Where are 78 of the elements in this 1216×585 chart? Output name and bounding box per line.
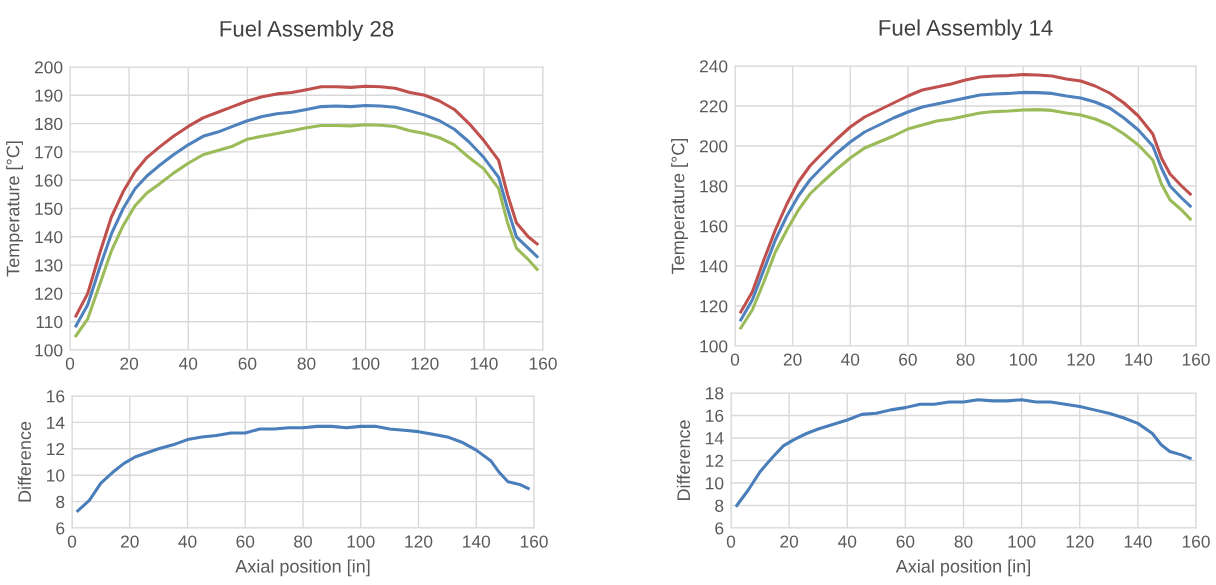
x-tick-label: 60: [236, 535, 255, 548]
y-tick-label: 130: [35, 259, 63, 272]
y-tick-label: 160: [35, 174, 63, 187]
y-tick-label: 180: [35, 117, 63, 131]
x-tick-label: 100: [1009, 353, 1037, 366]
x-tick-label: 80: [297, 357, 316, 370]
y-tick-label: 16: [47, 390, 65, 403]
y-tick-label: 6: [715, 522, 724, 535]
y-tick-label: 140: [35, 230, 63, 244]
y-tick-label: 10: [47, 469, 65, 482]
y-axis-title: Temperature [°C]: [671, 138, 688, 274]
y-tick-label: 200: [34, 61, 63, 74]
y-tick-label: 240: [699, 60, 728, 73]
y-axis-title: Temperature [°C]: [6, 141, 23, 277]
y-tick-label: 120: [35, 287, 63, 300]
x-tick-label: 40: [837, 535, 857, 548]
x-tick-label: 60: [896, 535, 915, 548]
y-tick-label: 190: [35, 89, 63, 102]
x-tick-label: 20: [783, 353, 802, 366]
chart-title: Fuel Assembly 14: [879, 19, 1053, 41]
line-series: [76, 424, 530, 513]
x-tick-label: 140: [470, 357, 498, 370]
y-tick-label: 16: [706, 409, 724, 422]
x-axis-title: Axial position [in]: [895, 559, 1030, 577]
line-series: [735, 398, 1192, 508]
x-tick-label: 80: [294, 535, 312, 548]
x-tick-label: 120: [1066, 535, 1094, 548]
y-tick-label: 200: [699, 140, 728, 153]
x-tick-label: 40: [840, 353, 860, 366]
y-tick-label: 120: [700, 300, 728, 313]
y-axis-title: Difference: [17, 421, 32, 502]
y-tick-label: 12: [47, 442, 65, 456]
x-tick-label: 0: [730, 353, 740, 366]
y-tick-label: 12: [706, 454, 724, 467]
x-tick-label: 160: [520, 535, 548, 548]
x-tick-label: 0: [67, 535, 77, 548]
x-tick-label: 160: [529, 357, 557, 370]
y-tick-label: 14: [706, 432, 724, 445]
y-tick-label: 170: [35, 146, 63, 159]
x-tick-label: 140: [1124, 535, 1152, 548]
x-tick-label: 160: [1182, 535, 1210, 548]
chart-title: Fuel Assembly 28: [220, 20, 394, 42]
x-tick-label: 20: [120, 535, 139, 548]
x-tick-label: 120: [1067, 353, 1095, 366]
x-tick-label: 40: [178, 535, 197, 548]
y-tick-label: 220: [699, 100, 728, 113]
x-tick-label: 140: [463, 535, 491, 548]
y-tick-label: 100: [700, 340, 728, 353]
x-tick-label: 100: [347, 535, 375, 548]
y-tick-label: 10: [706, 477, 724, 490]
x-tick-label: 20: [780, 535, 799, 548]
y-tick-label: 6: [56, 522, 65, 535]
x-tick-label: 160: [1182, 353, 1210, 366]
x-tick-label: 0: [726, 535, 736, 548]
x-tick-label: 100: [1008, 535, 1036, 548]
x-tick-label: 20: [120, 357, 139, 370]
x-tick-label: 60: [238, 357, 257, 370]
y-tick-label: 18: [706, 387, 724, 400]
y-tick-label: 8: [715, 499, 724, 512]
y-tick-label: 160: [700, 220, 728, 233]
x-tick-label: 80: [956, 353, 975, 366]
x-tick-label: 0: [65, 357, 75, 370]
y-tick-label: 110: [36, 315, 63, 329]
x-axis-title: Axial position [in]: [235, 559, 370, 577]
y-tick-label: 140: [700, 260, 728, 273]
x-tick-label: 40: [178, 357, 198, 370]
y-axis-title: Difference: [676, 420, 691, 500]
x-tick-label: 80: [954, 535, 973, 548]
x-tick-label: 100: [352, 357, 380, 370]
x-tick-label: 60: [899, 353, 917, 366]
y-tick-label: 8: [56, 495, 65, 509]
y-tick-label: 180: [700, 180, 728, 193]
x-tick-label: 120: [411, 357, 439, 370]
y-tick-label: 100: [35, 344, 63, 357]
x-tick-label: 120: [405, 535, 433, 548]
y-tick-label: 150: [35, 202, 63, 215]
x-tick-label: 140: [1125, 353, 1153, 366]
y-tick-label: 14: [47, 416, 65, 429]
